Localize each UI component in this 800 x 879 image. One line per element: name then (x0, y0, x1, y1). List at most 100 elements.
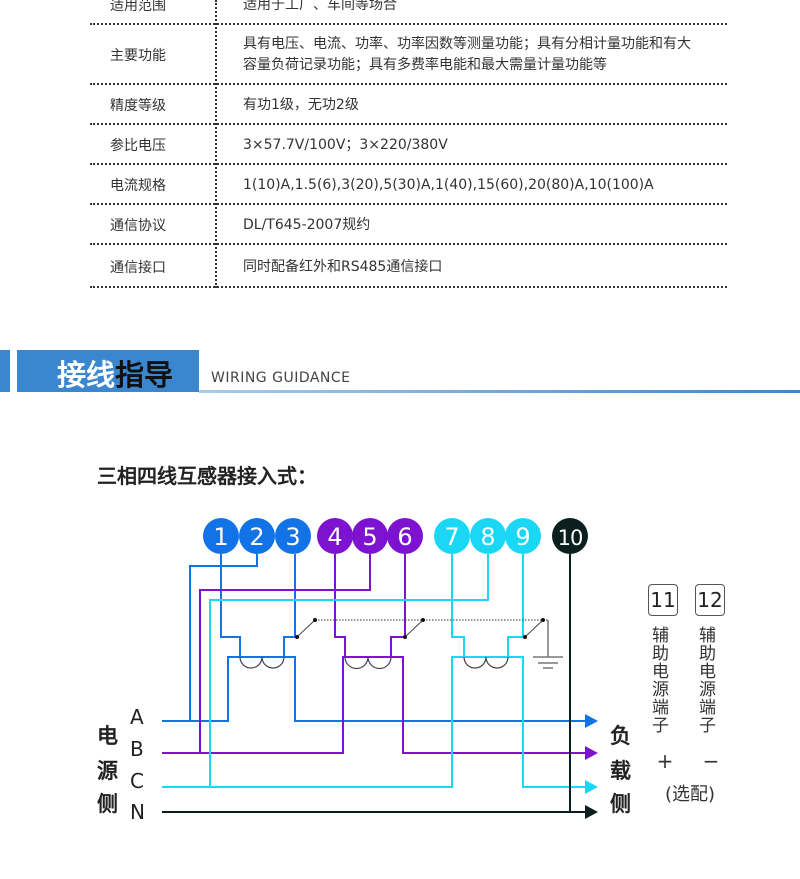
table-row: 通信接口 同时配备红外和RS485通信接口 (90, 245, 727, 288)
row-value: 同时配备红外和RS485通信接口 (243, 257, 442, 278)
aux-sign-plus: + (656, 749, 674, 773)
aux-terminal-12: 12 (695, 584, 725, 616)
wire-terminal-5 (199, 554, 371, 753)
ct-coil (463, 656, 509, 669)
row-value: 具有电压、电流、功率、功率因数等测量功能；具有分相计量功能和有大 容量负荷记录功能… (243, 34, 691, 76)
arrow-icon (585, 780, 598, 794)
load-side-char: 负 (610, 724, 631, 748)
header-accent-strip (0, 350, 10, 392)
switch-blade (404, 619, 424, 638)
terminal-number: 9 (515, 523, 530, 551)
wire-terminal-4 (334, 554, 346, 657)
row-value-line: 有功1级，无功2级 (243, 97, 359, 113)
terminal-circle (317, 518, 353, 554)
table-row: 参比电压 3×57.7V/100V；3×220/380V (90, 125, 727, 165)
row-value-line: 同时配备红外和RS485通信接口 (243, 258, 443, 275)
table-row: 精度等级 有功1级，无功2级 (90, 85, 727, 125)
switch-dot (295, 635, 299, 639)
terminal-circle (470, 518, 506, 554)
row-value-line: 适用于工厂、车间等场合 (243, 0, 397, 13)
switch-dot (403, 635, 407, 639)
phase-label-a: A (130, 705, 144, 729)
row-value-line: 具有电压、电流、功率、功率因数等测量功能；具有分相计量功能和有大 (243, 36, 691, 52)
load-side-char: 侧 (610, 792, 631, 816)
switch-blade (524, 619, 544, 638)
diagram-title: 三相四线互感器接入式： (97, 464, 317, 488)
title-black: 指导 (115, 358, 174, 392)
switch-dot (313, 618, 317, 622)
row-label: 主要功能 (110, 48, 166, 64)
section-subtitle: WIRING GUIDANCE (211, 370, 351, 386)
phase-label-n: N (130, 800, 145, 824)
aux-optional-note: (选配) (664, 784, 716, 805)
terminal-circle (387, 518, 423, 554)
aux-terminal-11: 11 (648, 584, 678, 616)
table-row: 适用范围 适用于工厂、车间等场合 (90, 0, 727, 25)
table-row: 主要功能 具有电压、电流、功率、功率因数等测量功能；具有分相计量功能和有大 容量负荷… (90, 25, 727, 85)
terminal-number: 8 (480, 523, 495, 551)
terminal-number: 2 (249, 523, 264, 551)
aux-sign-minus: − (702, 749, 720, 773)
section-header-bar (17, 350, 199, 392)
aux-label-11: 辅助电源端子 (648, 626, 668, 734)
wire-terminal-2 (189, 554, 258, 721)
source-side-char: 侧 (97, 792, 118, 816)
phase-label-c: C (130, 769, 144, 793)
terminal-number: 3 (285, 523, 300, 551)
row-value-line: 容量负荷记录功能；具有多费率电能和最大需量计量功能等 (243, 57, 607, 73)
switch-blade (296, 619, 316, 638)
ct-coil (239, 656, 285, 669)
arrow-icon (585, 746, 598, 760)
ct-coil (344, 656, 392, 670)
row-label: 精度等级 (110, 98, 166, 114)
table-row: 通信协议 DL/T645-2007规约 (90, 205, 727, 245)
load-side-char: 载 (610, 759, 631, 783)
row-label: 适用范围 (110, 0, 166, 14)
terminal-number: 6 (397, 523, 412, 551)
terminal-number: 1 (213, 523, 228, 551)
aux-label-12: 辅助电源端子 (695, 626, 715, 734)
header-underline (199, 390, 800, 393)
terminal-circle (552, 518, 588, 554)
source-side-char: 源 (97, 759, 118, 783)
wire-terminal-8 (209, 554, 489, 787)
arrow-icon (585, 805, 598, 819)
row-value-line: DL/T645-2007规约 (243, 217, 371, 233)
row-value: 适用于工厂、车间等场合 (243, 0, 397, 16)
terminal-number: 4 (327, 523, 342, 551)
wire-terminal-9 (507, 554, 524, 657)
row-value: 有功1级，无功2级 (243, 95, 359, 116)
terminal-circle (275, 518, 311, 554)
terminal-circle (352, 518, 388, 554)
terminal-circle (505, 518, 541, 554)
row-value: DL/T645-2007规约 (243, 215, 370, 236)
row-value-line: 3×57.7V/100V；3×220/380V (243, 137, 448, 153)
terminal-circle (203, 518, 239, 554)
source-side-char: 电 (97, 724, 118, 748)
row-label: 通信协议 (110, 218, 166, 234)
wire-terminal-6 (390, 554, 406, 657)
wire-terminal-1 (220, 554, 241, 657)
column-divider (215, 0, 217, 288)
title-white: 接线 (57, 358, 116, 392)
wire-phase-b (162, 656, 585, 754)
table-row: 电流规格 1(10)A,1.5(6),3(20),5(30)A,1(40),15(… (90, 165, 727, 205)
section-title: 接线指导 (57, 352, 173, 394)
wire-phase-c (162, 656, 585, 788)
terminal-number: 5 (362, 523, 377, 551)
wire-terminal-7 (451, 554, 465, 657)
row-label: 通信接口 (110, 259, 166, 276)
switch-dot (421, 618, 425, 622)
terminal-number: 7 (444, 523, 459, 551)
terminal-number: 10 (558, 526, 583, 550)
switch-dot (523, 635, 527, 639)
row-label: 参比电压 (110, 138, 166, 154)
switch-dot (541, 618, 545, 622)
wire-terminal-3 (283, 554, 296, 657)
arrow-icon (585, 714, 598, 728)
phase-label-b: B (130, 737, 144, 761)
terminal-circle (434, 518, 470, 554)
row-value-line: 1(10)A,1.5(6),3(20),5(30)A,1(40),15(60),… (243, 177, 654, 193)
